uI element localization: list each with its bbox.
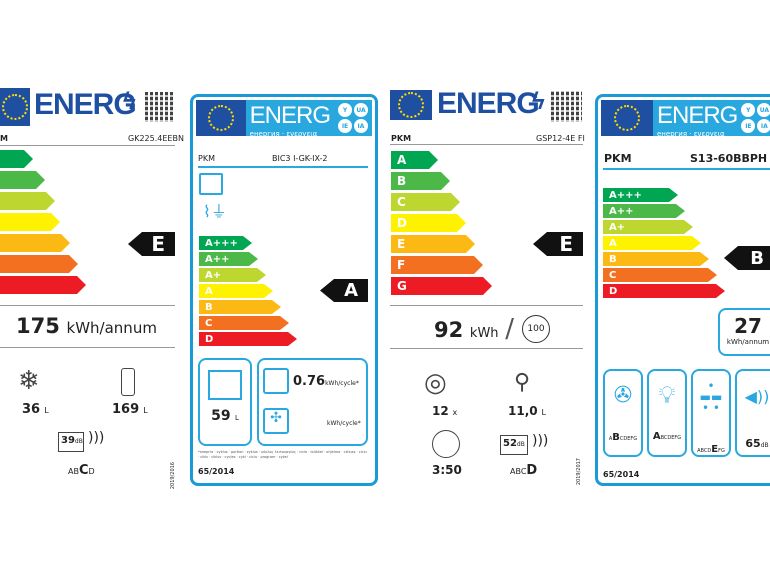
freezer-volume: 36 L <box>22 402 49 417</box>
energy-class-bar-aplusplusplus: A+++ <box>199 236 252 250</box>
energy-class-bar-e <box>0 234 70 252</box>
rating-arrow: A <box>320 279 368 302</box>
bulb-icon: 💡︎ <box>658 381 676 409</box>
energy-class-bar-a: A <box>391 151 438 169</box>
consumption-box: 27 kWh/annum <box>718 308 770 356</box>
annual-consumption: 175 kWh/annum <box>16 314 157 338</box>
lightning-icon: ϟ <box>532 88 545 115</box>
brand: M <box>0 134 8 143</box>
plates-icon: ◎ <box>424 368 447 398</box>
tap-icon: ⚲ <box>514 370 531 395</box>
energy-class-bar-f: F <box>391 256 483 274</box>
model: GK225.4EEBN <box>128 134 184 143</box>
energy-class-bar-d: D <box>603 284 725 298</box>
speaker-icon: ◀)) <box>744 387 770 406</box>
brand: PKM <box>391 134 412 143</box>
oven-plug-icon <box>199 173 223 195</box>
regulation: 65/2014 <box>198 467 235 476</box>
eu-flag-icon <box>196 100 246 136</box>
clock-icon <box>432 430 460 458</box>
bottle-icon <box>121 368 135 396</box>
oven-icon <box>208 370 242 400</box>
energy-class-bar-g: G <box>391 277 492 295</box>
fan-icon: ✣ <box>263 408 289 434</box>
rating-arrow: E <box>533 232 583 256</box>
regulation: 2019/2017 <box>576 458 582 486</box>
regulation: 2019/2016 <box>170 462 176 490</box>
volume-box: 59 L <box>198 358 252 446</box>
label-header: ENERG енергия · ενεργεια Y UA IE IA <box>196 100 372 138</box>
energy-class-bar-c <box>0 192 55 210</box>
energy-class-bar-a: A <box>603 236 701 250</box>
energy-per-100-cycles: 92 kWh / <box>434 314 514 344</box>
footnote: *энергія · cyklus · portion · zyklus · κ… <box>198 450 367 459</box>
label-header: ENERG енергия · ενεργεια Y UA IE IA <box>601 100 770 138</box>
cycles-icon: 100 <box>522 315 550 343</box>
energy-class-bar-b: B <box>391 172 450 190</box>
model: BIC3 I-GK-IX-2 <box>272 154 328 163</box>
speaker-icon: 39dB <box>58 432 84 452</box>
fan-icon: ✇ <box>613 383 633 408</box>
light-class-box: 💡︎ ABCDEFG <box>647 369 687 457</box>
fridge-volume: 169 L <box>112 402 148 417</box>
brand: PKM <box>604 152 632 165</box>
regulation: 65/2014 <box>603 470 640 479</box>
fan-class-box: ✇ ABCDEFG <box>603 369 643 457</box>
snowflake-icon: ❄ <box>18 366 40 396</box>
speaker-icon: 52dB <box>500 435 528 455</box>
energy-title: ENERG <box>437 87 540 120</box>
lightning-icon: ϟ <box>123 88 136 115</box>
energy-class-bar-e: E <box>391 235 475 253</box>
energy-class-bar-d <box>0 213 60 231</box>
model: GSP12-4E FI <box>536 134 585 143</box>
eu-flag-icon <box>601 100 653 136</box>
energy-class-bar-c: C <box>391 193 460 211</box>
eu-flag-icon <box>0 88 30 126</box>
energy-class-bar-b <box>0 171 45 189</box>
conventional-icon <box>263 368 289 394</box>
energy-class-bar-a: A <box>199 284 273 298</box>
qr-code <box>145 92 175 122</box>
consumption-box: 0.76kWh/cycle* ✣ kWh/cycle* <box>257 358 368 446</box>
energy-class-bar-aplus: A+ <box>199 268 266 282</box>
qr-code <box>551 91 582 122</box>
noise-class: ABCD <box>510 463 538 478</box>
energy-class-bar-d: D <box>391 214 466 232</box>
noise-class: ABCD <box>68 463 95 478</box>
energy-class-bar-c: C <box>603 268 717 282</box>
energy-class-bar-aplusplusplus: A+++ <box>603 188 678 202</box>
energy-class-bar-aplus: A+ <box>603 220 693 234</box>
energy-title: ENERG <box>34 88 137 121</box>
grease-class-box: • ▬▬ • • ABCDEFG <box>691 369 731 457</box>
energy-class-bar-c: C <box>199 316 289 330</box>
oven-label <box>190 94 378 486</box>
energy-class-bar-aplusplus: A++ <box>199 252 258 266</box>
energy-class-bar-b: B <box>199 300 281 314</box>
energy-class-bar-aplusplus: A++ <box>603 204 685 218</box>
energy-class-bar-g <box>0 276 86 294</box>
energy-class-bar-d: D <box>199 332 297 346</box>
energy-class-bar-a <box>0 150 33 168</box>
noise-box: ◀)) 65dB <box>735 369 770 457</box>
energy-class-bar-f <box>0 255 78 273</box>
duration: 3:50 <box>432 463 462 477</box>
brand: PKM <box>198 154 215 163</box>
model: S13-60BBPH <box>690 152 768 165</box>
hood-label <box>595 94 770 486</box>
energy-class-bar-b: B <box>603 252 709 266</box>
eu-flag-icon <box>390 90 432 120</box>
grease-filter-icon: • ▬▬ • • <box>699 379 723 415</box>
rating-arrow: E <box>128 232 175 256</box>
